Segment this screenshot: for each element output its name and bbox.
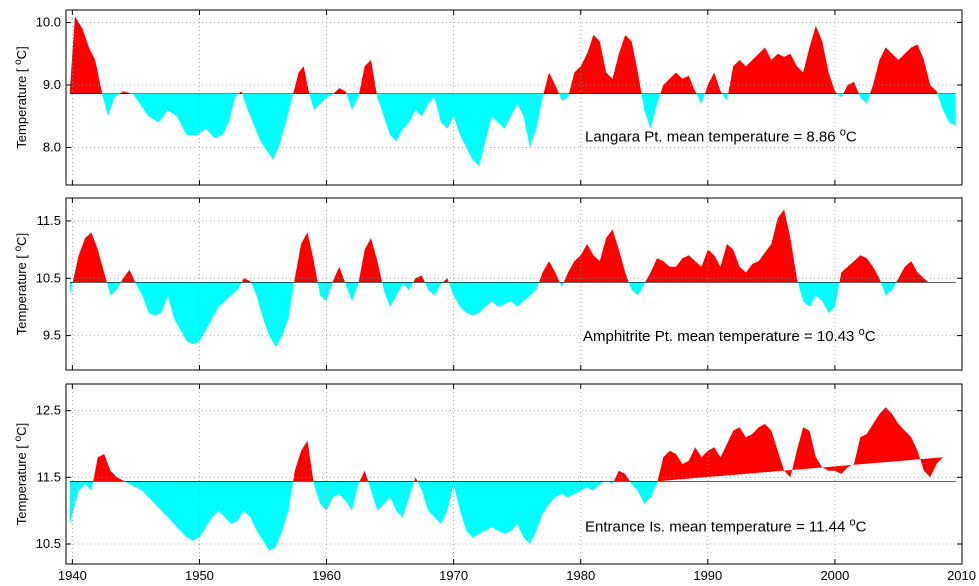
below-mean-area xyxy=(313,481,360,511)
above-mean-area xyxy=(294,232,318,283)
below-mean-area xyxy=(558,93,569,101)
below-mean-area xyxy=(937,93,956,126)
above-mean-area xyxy=(93,454,125,482)
below-mean-area xyxy=(309,93,334,110)
x-tick-label: 1990 xyxy=(693,568,722,583)
above-mean-area xyxy=(896,261,929,283)
y-axis-label: Temperature [ oC] xyxy=(13,46,29,148)
above-mean-area xyxy=(563,229,629,283)
x-tick-label: 1960 xyxy=(312,568,341,583)
above-mean-area xyxy=(613,470,630,482)
below-mean-area xyxy=(382,282,414,307)
plot-frame xyxy=(65,383,963,565)
above-mean-area xyxy=(543,72,559,94)
above-mean-area xyxy=(569,35,642,94)
below-mean-area xyxy=(417,481,605,544)
below-mean-area xyxy=(641,93,661,129)
above-mean-area xyxy=(293,66,310,94)
above-mean-area xyxy=(414,477,418,482)
y-tick-label: 9.5 xyxy=(43,328,61,343)
above-mean-area xyxy=(333,88,347,94)
x-tick-label: 2010 xyxy=(947,568,976,583)
below-mean-area xyxy=(696,93,705,104)
above-mean-area xyxy=(359,60,377,94)
below-mean-area xyxy=(858,93,871,104)
y-tick-label: 11.5 xyxy=(37,213,61,228)
below-mean-area xyxy=(346,93,360,110)
plot-frame xyxy=(65,9,963,186)
above-mean-area xyxy=(119,91,132,94)
above-mean-area xyxy=(293,440,314,482)
below-mean-area xyxy=(376,93,544,167)
below-mean-area xyxy=(250,282,295,348)
below-mean-area xyxy=(242,93,294,160)
y-axis-label: Temperature [ oC] xyxy=(13,423,29,525)
x-tick-label: 1980 xyxy=(566,568,595,583)
below-mean-area xyxy=(106,282,121,296)
above-mean-area xyxy=(657,407,943,482)
plot-area xyxy=(66,384,962,564)
below-mean-area xyxy=(722,93,729,101)
below-mean-area xyxy=(317,282,333,302)
above-mean-area xyxy=(72,232,107,283)
below-mean-area xyxy=(607,481,614,484)
below-mean-area xyxy=(424,282,443,296)
x-tick-label: 1950 xyxy=(185,568,214,583)
below-mean-area xyxy=(131,93,239,139)
above-mean-area xyxy=(238,91,243,94)
above-mean-area xyxy=(69,16,103,94)
mean-temperature-annotation: Langara Pt. mean temperature = 8.86 oC xyxy=(585,126,857,145)
y-tick-label: 10.5 xyxy=(36,536,61,551)
x-tick-label: 1940 xyxy=(58,568,87,583)
panel-amphitrite-pt: 9.5 10.5 11.5 Temperature [ oC] Amphitrite P… xyxy=(13,197,963,371)
above-mean-area xyxy=(870,44,938,94)
below-mean-area xyxy=(837,93,844,98)
below-mean-area xyxy=(69,481,94,524)
above-mean-area xyxy=(704,72,723,94)
below-mean-area xyxy=(628,282,646,296)
above-mean-area xyxy=(358,238,383,283)
x-tick-label: 2000 xyxy=(820,568,849,583)
below-mean-area xyxy=(797,282,840,313)
y-tick-label: 9.0 xyxy=(43,77,61,92)
below-mean-area xyxy=(102,93,120,117)
below-mean-area xyxy=(345,282,359,302)
below-mean-area xyxy=(135,282,242,345)
y-tick-label: 10.5 xyxy=(36,270,61,285)
above-mean-area xyxy=(728,25,838,94)
above-mean-area xyxy=(359,470,369,482)
panel-entrance-is: 10.5 11.5 12.5 Temperature [ oC] Entrance Is… xyxy=(13,383,963,565)
y-axis-label: Temperature [ oC] xyxy=(13,233,29,335)
below-mean-area xyxy=(448,282,539,316)
y-tick-label: 8.0 xyxy=(43,140,61,155)
below-mean-area xyxy=(69,282,73,296)
below-mean-area xyxy=(124,481,294,551)
x-tick-label: 1970 xyxy=(439,568,468,583)
below-mean-area xyxy=(629,481,658,504)
below-mean-area xyxy=(559,282,564,287)
above-mean-area xyxy=(332,266,345,283)
above-mean-area xyxy=(660,72,697,94)
below-mean-area xyxy=(368,481,415,518)
panel-langara-pt: 8.0 9.0 10.0 Temperature [ oC] Langara Pt. m… xyxy=(13,9,963,186)
plot-frame xyxy=(65,197,963,371)
below-mean-area xyxy=(880,282,897,296)
above-mean-area xyxy=(839,255,881,283)
above-mean-area xyxy=(442,278,449,283)
above-mean-area xyxy=(413,275,425,283)
y-tick-label: 12.5 xyxy=(36,403,61,418)
above-mean-area xyxy=(241,278,251,283)
mean-temperature-annotation: Amphitrite Pt. mean temperature = 10.43 … xyxy=(583,326,876,345)
mean-temperature-annotation: Entrance Is. mean temperature = 11.44 oC xyxy=(585,517,867,536)
above-mean-area xyxy=(121,269,136,283)
above-mean-area xyxy=(539,261,560,283)
above-mean-area xyxy=(645,209,798,283)
y-tick-label: 10.0 xyxy=(36,15,61,30)
y-tick-label: 11.5 xyxy=(37,469,61,484)
